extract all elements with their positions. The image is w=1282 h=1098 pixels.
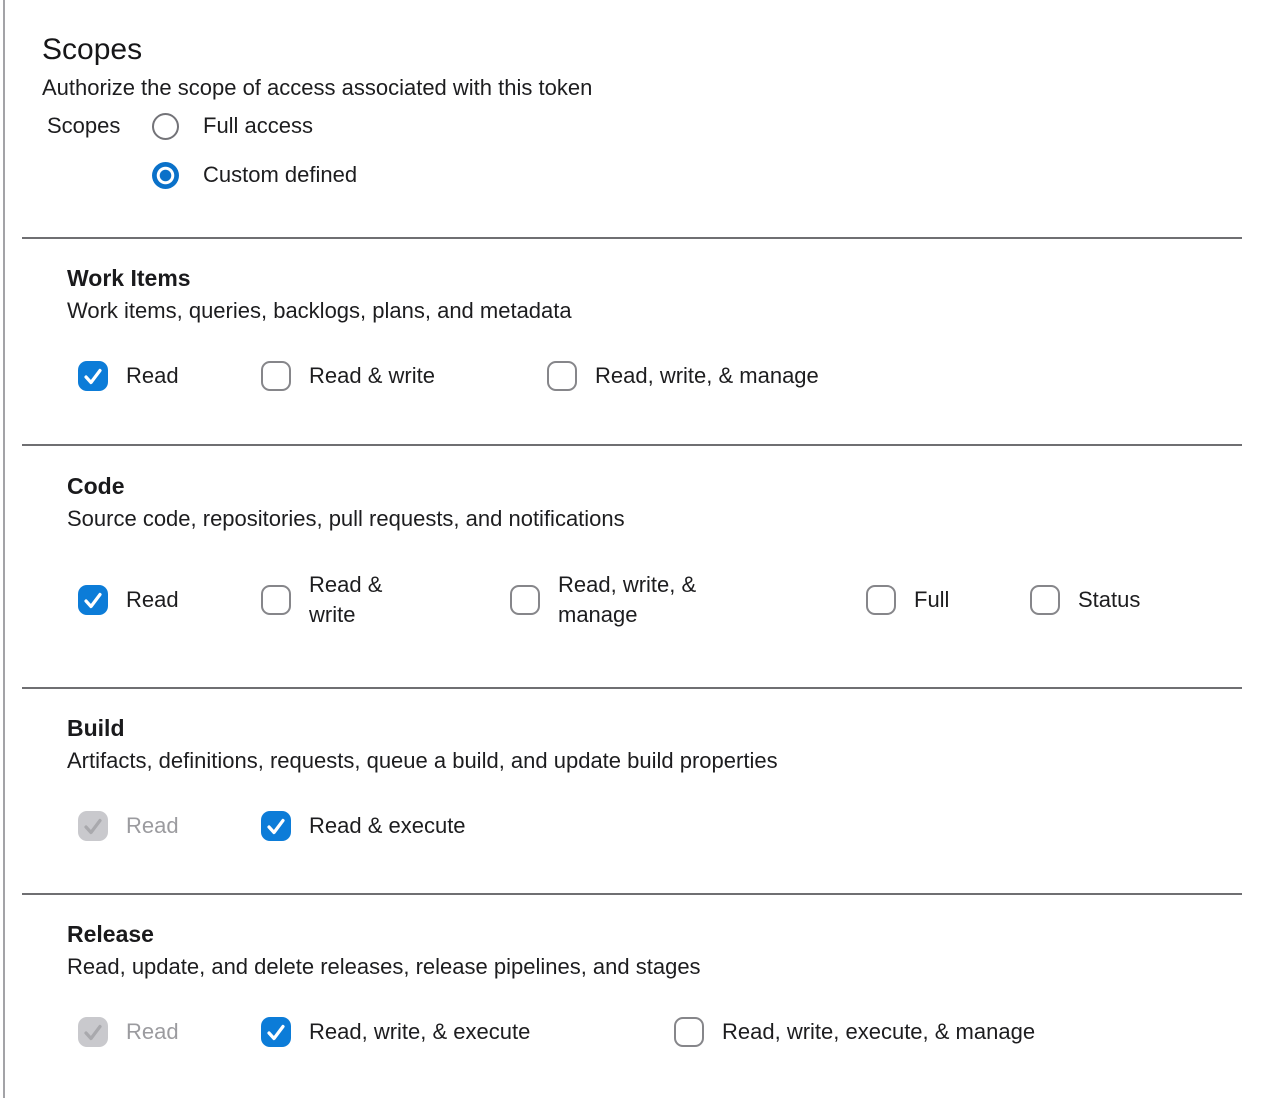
checkbox-checked[interactable] <box>78 585 108 615</box>
checkbox-label: Read & execute <box>309 813 466 838</box>
checkbox-label: Read, write, & execute <box>309 1019 531 1044</box>
checkbox-option-read-write-execute-manage[interactable]: Read, write, execute, & manage <box>674 1017 1035 1047</box>
scopes-header: Scopes Authorize the scope of access ass… <box>0 0 1282 189</box>
checkbox-unchecked[interactable] <box>261 361 291 391</box>
page-title: Scopes <box>42 33 143 66</box>
checkmark-icon <box>84 818 102 835</box>
section-release: Release Read, update, and delete release… <box>67 919 1257 1047</box>
checkbox-option-read-write[interactable]: Read & write <box>261 570 419 630</box>
section-description: Artifacts, definitions, requests, queue … <box>67 748 778 773</box>
checkbox-row: Read Read & execute <box>67 811 1257 841</box>
checkmark-icon <box>267 1024 285 1041</box>
checkbox-label: Read, write, execute, & manage <box>722 1019 1036 1044</box>
radio-label: Full access <box>203 113 314 138</box>
section-title: Work Items <box>67 265 191 291</box>
checkbox-option-read[interactable]: Read <box>78 361 179 391</box>
checkbox-checked-disabled <box>78 1017 108 1047</box>
checkbox-label: Read <box>126 813 179 838</box>
checkbox-label: Read & write <box>309 363 435 388</box>
checkbox-option-read-disabled: Read <box>78 1017 179 1047</box>
checkbox-label: Read <box>126 363 179 388</box>
checkmark-icon <box>267 818 285 835</box>
radio-option-custom-defined[interactable]: Custom defined <box>47 161 1282 189</box>
section-work-items: Work Items Work items, queries, backlogs… <box>67 263 1257 391</box>
checkbox-option-full[interactable]: Full <box>866 585 949 615</box>
checkbox-label: Full <box>914 587 950 612</box>
checkbox-unchecked[interactable] <box>1030 585 1060 615</box>
section-description: Work items, queries, backlogs, plans, an… <box>67 298 572 323</box>
checkbox-label: Read, write, & manage <box>558 572 697 627</box>
checkbox-unchecked[interactable] <box>674 1017 704 1047</box>
checkbox-option-status[interactable]: Status <box>1030 585 1140 615</box>
section-title: Release <box>67 921 154 947</box>
checkbox-row: Read Read & write Read, write, & manage … <box>67 569 1257 631</box>
page-subtitle: Authorize the scope of access associated… <box>42 75 593 100</box>
checkbox-unchecked[interactable] <box>866 585 896 615</box>
checkbox-option-read-execute[interactable]: Read & execute <box>261 811 466 841</box>
checkmark-icon <box>84 1024 102 1041</box>
left-edge-divider <box>3 0 5 1098</box>
checkbox-option-read-write-execute[interactable]: Read, write, & execute <box>261 1017 530 1047</box>
section-build: Build Artifacts, definitions, requests, … <box>67 713 1257 841</box>
radio-button-selected[interactable] <box>152 161 179 189</box>
section-divider <box>22 893 1242 895</box>
checkbox-row: Read Read, write, & execute Read, write,… <box>67 1017 1257 1047</box>
section-divider <box>22 237 1242 239</box>
checkbox-option-read-write-manage[interactable]: Read, write, & manage <box>547 361 819 391</box>
checkbox-label: Read <box>126 1019 179 1044</box>
checkmark-icon <box>84 592 102 609</box>
checkbox-option-read[interactable]: Read <box>78 585 179 615</box>
checkbox-label: Read <box>126 587 179 612</box>
checkbox-unchecked[interactable] <box>547 361 577 391</box>
checkbox-unchecked[interactable] <box>261 585 291 615</box>
checkbox-option-read-write-manage[interactable]: Read, write, & manage <box>510 570 728 630</box>
checkbox-label: Read & write <box>309 572 383 627</box>
checkbox-checked-disabled <box>78 811 108 841</box>
checkbox-label: Read, write, & manage <box>595 363 819 388</box>
checkbox-checked[interactable] <box>261 811 291 841</box>
checkbox-checked[interactable] <box>78 361 108 391</box>
radio-button-unselected[interactable] <box>152 112 179 140</box>
section-divider <box>22 444 1242 446</box>
checkmark-icon <box>84 368 102 385</box>
checkbox-label: Status <box>1078 587 1141 612</box>
section-divider <box>22 687 1242 689</box>
checkbox-option-read-disabled: Read <box>78 811 179 841</box>
section-code: Code Source code, repositories, pull req… <box>67 471 1257 631</box>
section-title: Code <box>67 473 125 499</box>
checkbox-checked[interactable] <box>261 1017 291 1047</box>
section-description: Source code, repositories, pull requests… <box>67 506 625 531</box>
checkbox-row: Read Read & write Read, write, & manage <box>67 361 1257 391</box>
section-title: Build <box>67 715 125 741</box>
radio-label: Custom defined <box>203 162 358 187</box>
section-description: Read, update, and delete releases, relea… <box>67 954 701 979</box>
checkbox-option-read-write[interactable]: Read & write <box>261 361 435 391</box>
checkbox-unchecked[interactable] <box>510 585 540 615</box>
radio-option-full-access[interactable]: Scopes Full access <box>47 112 1282 140</box>
radio-group-label: Scopes <box>47 113 121 138</box>
